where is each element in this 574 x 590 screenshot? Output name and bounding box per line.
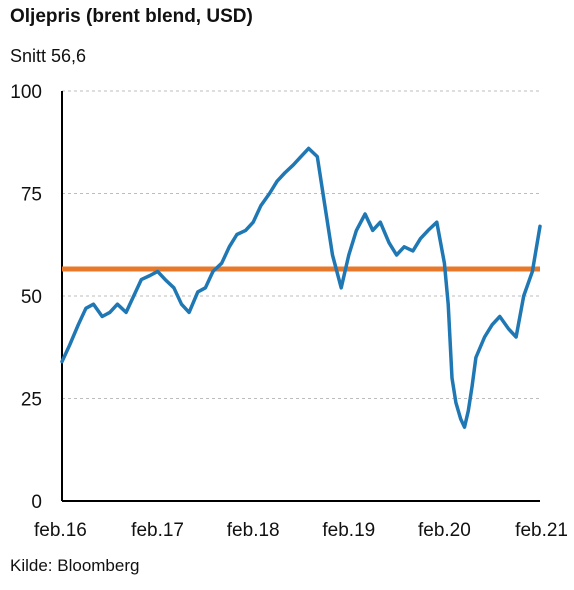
grid-lines [62, 90, 540, 399]
y-tick-label: 0 [31, 492, 42, 513]
x-tick-labels: feb.16 feb.17 feb.18 feb.19 feb.20 feb.21 [34, 520, 568, 541]
price-series-line [60, 146, 542, 429]
y-tick-label: 50 [21, 287, 42, 308]
axes [61, 91, 540, 502]
series-group [60, 146, 542, 429]
chart-subtitle: Snitt 56,6 [10, 46, 87, 66]
y-tick-label: 25 [21, 390, 42, 411]
x-tick-label: feb.17 [131, 520, 184, 541]
x-tick-label: feb.21 [515, 520, 568, 541]
x-tick-label: feb.20 [418, 520, 471, 541]
y-tick-labels: 0 25 50 75 100 [10, 82, 42, 513]
x-tick-label: feb.19 [322, 520, 375, 541]
chart-source: Kilde: Bloomberg [10, 556, 140, 575]
y-tick-label: 75 [21, 185, 42, 206]
x-tick-label: feb.16 [34, 520, 87, 541]
x-tick-label: feb.18 [227, 520, 280, 541]
chart-title: Oljepris (brent blend, USD) [10, 6, 253, 27]
y-tick-label: 100 [10, 82, 42, 103]
